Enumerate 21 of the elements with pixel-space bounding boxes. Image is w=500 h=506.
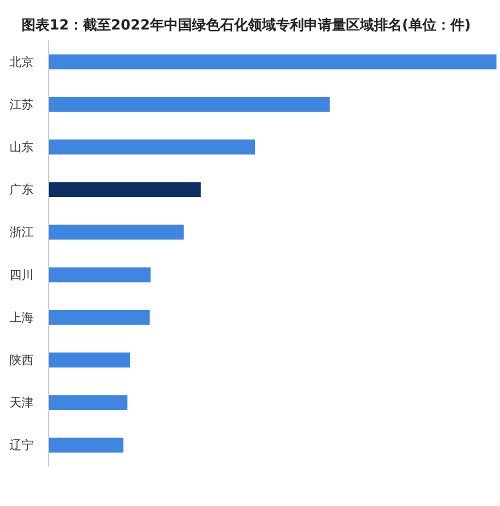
bar [48, 182, 201, 198]
bar [48, 140, 256, 154]
bar [48, 438, 124, 453]
bar [48, 352, 130, 368]
chart-title: 图表12：截至2022年中国绿色石化领域专利申请量区域排名(单位：件) [22, 16, 471, 34]
y-tick-label: 天津 [10, 396, 34, 410]
y-tick-label: 上海 [10, 310, 34, 324]
bar [48, 224, 184, 240]
bar [48, 310, 150, 325]
y-tick-label: 辽宁 [10, 438, 34, 452]
y-tick-label: 北京 [10, 54, 34, 69]
bar [48, 395, 128, 410]
bar [48, 96, 330, 112]
y-tick-label: 山东 [10, 140, 34, 154]
y-tick-label: 江苏 [10, 97, 34, 112]
y-tick-label: 广东 [10, 182, 34, 197]
y-tick-label: 四川 [10, 268, 34, 282]
y-tick-label: 浙江 [10, 225, 34, 240]
bar [48, 54, 496, 70]
y-tick-label: 陕西 [10, 353, 34, 367]
bar [48, 267, 151, 282]
